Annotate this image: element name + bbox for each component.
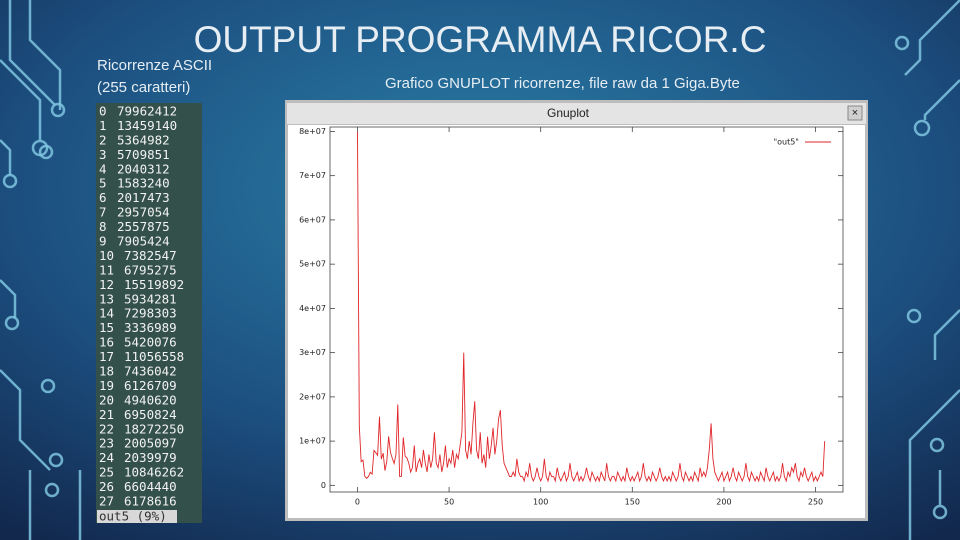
terminal-value: 2039979 xyxy=(124,450,177,465)
terminal-value: 13459140 xyxy=(117,118,177,133)
terminal-index: 9 xyxy=(99,234,107,249)
terminal-index: 2 xyxy=(99,132,107,147)
plot-frame xyxy=(329,126,844,493)
slide-title: OUTPUT PROGRAMMA RICOR.C xyxy=(194,19,767,60)
legend-label: "out5" xyxy=(773,138,799,147)
terminal-index: 21 xyxy=(99,407,114,422)
terminal-index: 17 xyxy=(99,349,114,364)
terminal-value: 6178616 xyxy=(124,494,177,509)
close-button-label[interactable]: × xyxy=(852,107,858,119)
terminal-index: 1 xyxy=(99,118,107,133)
gnuplot-window: Gnuplot × 0 1e+07 2e+07 3e+07 4e+07 5e+07 6e+0… xyxy=(285,100,868,521)
terminal-status: out5 (9%) xyxy=(99,509,167,524)
x-tick-label: 200 xyxy=(716,498,731,507)
terminal-index: 23 xyxy=(99,436,114,451)
terminal-value: 4940620 xyxy=(124,392,177,407)
plot-background xyxy=(288,125,865,518)
terminal-index: 11 xyxy=(99,262,114,277)
terminal-value: 6795275 xyxy=(124,262,177,277)
terminal-index: 10 xyxy=(99,248,114,263)
terminal-index: 8 xyxy=(99,219,107,234)
terminal-index: 26 xyxy=(99,479,114,494)
terminal-value: 18272250 xyxy=(124,421,184,436)
y-tick-label: 2e+07 xyxy=(299,392,326,401)
terminal-index: 24 xyxy=(99,450,114,465)
terminal-value: 2957054 xyxy=(117,205,170,220)
terminal-index: 5 xyxy=(99,176,107,191)
terminal-value: 5934281 xyxy=(124,291,177,306)
terminal-value: 5709851 xyxy=(117,147,170,162)
terminal-value: 10846262 xyxy=(124,465,184,480)
terminal-value: 11056558 xyxy=(124,349,184,364)
terminal-index: 13 xyxy=(99,291,114,306)
close-button[interactable] xyxy=(847,105,863,121)
terminal-value: 7905424 xyxy=(117,234,170,249)
terminal-index: 0 xyxy=(99,104,107,119)
terminal-value: 79962412 xyxy=(117,104,177,119)
terminal-value: 1583240 xyxy=(117,176,170,191)
terminal-value: 5420076 xyxy=(124,335,177,350)
x-tick-label: 150 xyxy=(625,498,640,507)
terminal-value: 6126709 xyxy=(124,378,177,393)
terminal-index: 22 xyxy=(99,421,114,436)
terminal-index: 25 xyxy=(99,465,114,480)
terminal-index: 14 xyxy=(99,306,114,321)
x-tick-label: 50 xyxy=(444,498,454,507)
terminal-value: 15519892 xyxy=(124,277,184,292)
terminal-value: 2557875 xyxy=(117,219,170,234)
y-tick-label: 1e+07 xyxy=(299,437,326,446)
left-label: Ricorrenze ASCII xyxy=(97,57,212,74)
terminal-value: 7382547 xyxy=(124,248,177,263)
terminal-value: 7436042 xyxy=(124,364,177,379)
terminal-index: 19 xyxy=(99,378,114,393)
y-tick-label: 3e+07 xyxy=(299,348,326,357)
terminal-index: 18 xyxy=(99,364,114,379)
terminal-index: 12 xyxy=(99,277,114,292)
terminal-value: 2005097 xyxy=(124,436,177,451)
terminal-value: 2040312 xyxy=(117,161,170,176)
y-tick-label: 8e+07 xyxy=(299,127,326,136)
terminal-index: 16 xyxy=(99,335,114,350)
y-tick-label: 4e+07 xyxy=(299,304,326,313)
right-label: Grafico GNUPLOT ricorrenze, file raw da … xyxy=(385,75,740,92)
terminal-index: 6 xyxy=(99,190,107,205)
x-tick-label: 0 xyxy=(355,498,360,507)
terminal-value: 2017473 xyxy=(117,190,170,205)
terminal-index: 4 xyxy=(99,161,107,176)
terminal-index: 3 xyxy=(99,147,107,162)
window-title: Gnuplot xyxy=(547,106,590,120)
terminal-index: 15 xyxy=(99,320,114,335)
left-label: (255 caratteri) xyxy=(97,79,190,96)
terminal-value: 7298303 xyxy=(124,306,177,321)
terminal-value: 6950824 xyxy=(124,407,177,422)
terminal-background xyxy=(96,103,202,523)
terminal-value: 6604440 xyxy=(124,479,177,494)
x-tick-label: 250 xyxy=(808,498,823,507)
terminal-value: 3336989 xyxy=(124,320,177,335)
terminal-index: 20 xyxy=(99,392,114,407)
y-tick-label: 0 xyxy=(321,481,326,490)
terminal-status-bar xyxy=(97,510,177,523)
terminal-value: 5364982 xyxy=(117,132,170,147)
y-tick-label: 5e+07 xyxy=(299,260,326,269)
x-tick-label: 100 xyxy=(533,498,548,507)
terminal-index: 7 xyxy=(99,205,107,220)
y-tick-label: 6e+07 xyxy=(299,215,326,224)
y-tick-label: 7e+07 xyxy=(299,171,326,180)
data-line xyxy=(357,131,826,483)
window-titlebar xyxy=(287,103,866,124)
terminal-index: 27 xyxy=(99,494,114,509)
